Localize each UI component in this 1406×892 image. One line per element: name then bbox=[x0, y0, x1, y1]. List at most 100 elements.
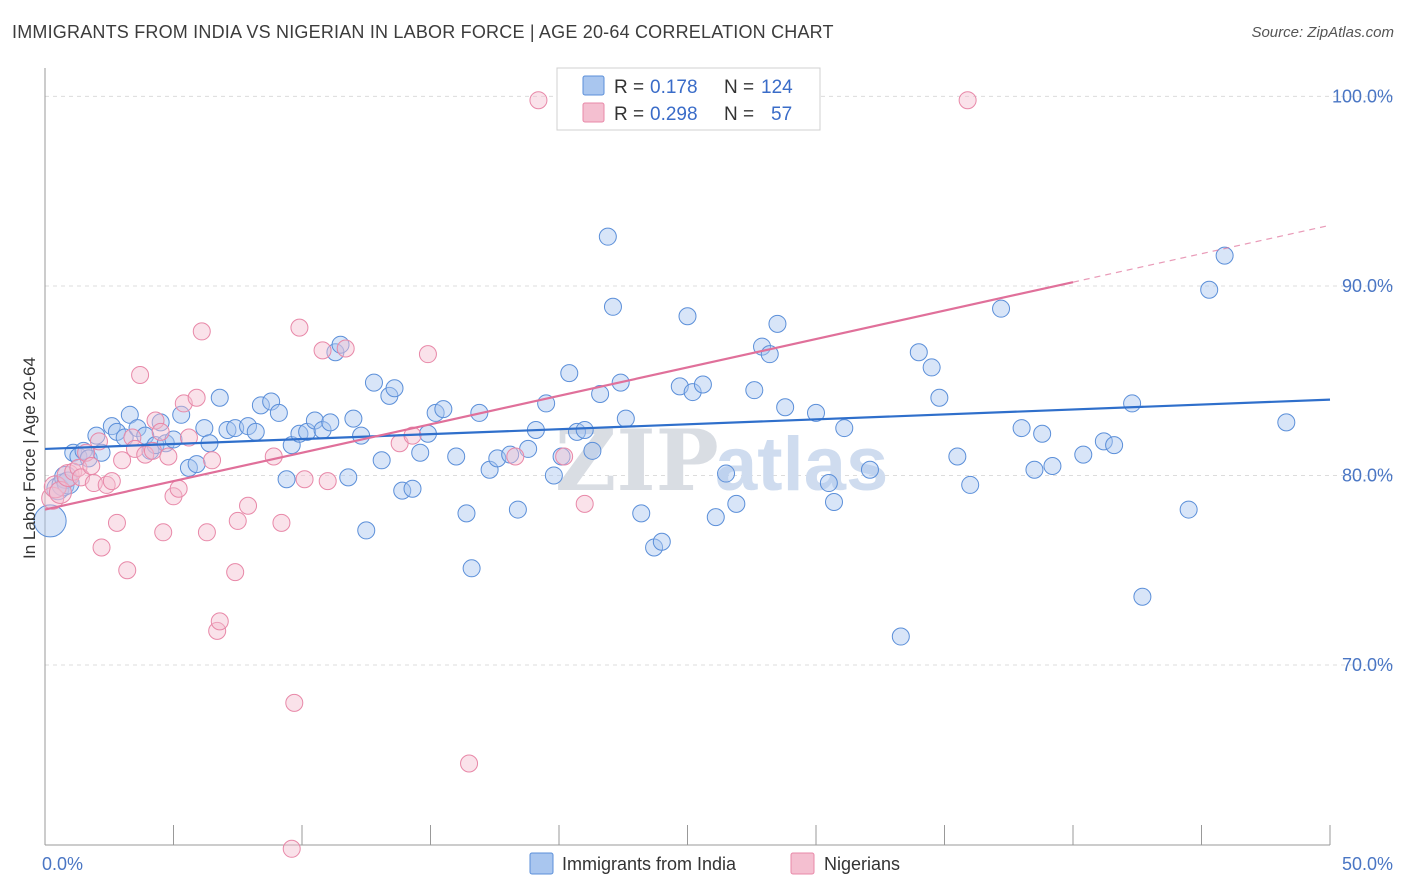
stats-legend: R = 0.178 N = 124 R = 0.298 N = 57 bbox=[556, 67, 821, 131]
axes bbox=[44, 68, 1331, 846]
data-point bbox=[560, 364, 579, 383]
data-point bbox=[1179, 500, 1198, 519]
data-point bbox=[948, 447, 967, 466]
data-point bbox=[246, 422, 265, 441]
data-point bbox=[339, 468, 358, 487]
legend-r-value-india: 0.178 bbox=[650, 77, 698, 98]
data-point bbox=[575, 420, 594, 439]
y-tick-labels: 70.0% 80.0% 90.0% 100.0% bbox=[1332, 86, 1393, 675]
data-point bbox=[192, 322, 211, 341]
data-point bbox=[187, 388, 206, 407]
data-point bbox=[575, 494, 594, 513]
data-point bbox=[151, 422, 170, 441]
data-point bbox=[210, 388, 229, 407]
legend-r-label-nigerians: R = bbox=[614, 104, 644, 125]
legend-swatch-nigerians bbox=[582, 102, 605, 123]
trend-line-nigerians-extension bbox=[1072, 224, 1331, 283]
series-india-points bbox=[33, 227, 1296, 646]
data-point bbox=[961, 475, 980, 494]
data-point bbox=[824, 492, 843, 511]
legend-swatch-india bbox=[582, 75, 605, 96]
data-point bbox=[616, 409, 635, 428]
data-point bbox=[930, 388, 949, 407]
data-point bbox=[1105, 436, 1124, 455]
data-point bbox=[1074, 445, 1093, 464]
data-point bbox=[1277, 413, 1296, 432]
bottom-legend-swatch-nigerians bbox=[790, 852, 815, 875]
data-point bbox=[118, 561, 137, 580]
data-point bbox=[321, 413, 340, 432]
data-point bbox=[447, 447, 466, 466]
data-point bbox=[598, 227, 617, 246]
data-point bbox=[958, 91, 977, 110]
data-point bbox=[434, 400, 453, 419]
data-point bbox=[344, 409, 363, 428]
legend-n-value-nigerians: 57 bbox=[771, 104, 792, 125]
data-point bbox=[187, 455, 206, 474]
data-point bbox=[56, 471, 80, 495]
data-point bbox=[403, 479, 422, 498]
data-point bbox=[277, 470, 296, 489]
x-tick-labels: 0.0% 50.0% bbox=[42, 854, 1393, 874]
data-point bbox=[506, 447, 525, 466]
data-point bbox=[1025, 460, 1044, 479]
data-point bbox=[228, 511, 247, 530]
data-point bbox=[1200, 280, 1219, 299]
data-point bbox=[819, 474, 838, 493]
data-point bbox=[197, 523, 216, 542]
data-point bbox=[120, 405, 139, 424]
data-point bbox=[159, 447, 178, 466]
data-point bbox=[727, 494, 746, 513]
data-point bbox=[239, 496, 258, 515]
data-point bbox=[179, 428, 198, 447]
data-point bbox=[706, 508, 725, 527]
data-point bbox=[1043, 456, 1062, 475]
data-point bbox=[313, 341, 332, 360]
y-tick-label: 70.0% bbox=[1342, 655, 1393, 675]
legend-r-value-nigerians: 0.298 bbox=[650, 104, 698, 125]
data-point bbox=[632, 504, 651, 523]
data-point bbox=[776, 398, 795, 417]
y-tick-label: 100.0% bbox=[1332, 86, 1393, 106]
data-point bbox=[107, 513, 126, 532]
data-point bbox=[544, 466, 563, 485]
bottom-legend-swatch-india bbox=[529, 852, 554, 875]
data-point bbox=[295, 470, 314, 489]
data-point bbox=[251, 396, 270, 415]
data-point bbox=[154, 523, 173, 542]
data-point bbox=[285, 693, 304, 712]
data-point bbox=[364, 373, 383, 392]
data-point bbox=[457, 504, 476, 523]
data-point bbox=[583, 441, 602, 460]
source-label: Source: ZipAtlas.com bbox=[1251, 24, 1394, 41]
data-point bbox=[835, 419, 854, 438]
data-point bbox=[1133, 587, 1152, 606]
data-point bbox=[1094, 432, 1113, 451]
data-point bbox=[357, 521, 376, 540]
bottom-legend-label-nigerians: Nigerians bbox=[824, 854, 900, 874]
data-point bbox=[92, 538, 111, 557]
data-point bbox=[131, 366, 150, 385]
y-axis-label: In Labor Force | Age 20-64 bbox=[20, 357, 39, 559]
data-point bbox=[218, 420, 237, 439]
y-tick-label: 90.0% bbox=[1342, 276, 1393, 296]
data-point bbox=[372, 451, 391, 470]
x-tick-label: 50.0% bbox=[1342, 854, 1393, 874]
data-point bbox=[282, 839, 301, 858]
data-point bbox=[102, 417, 121, 436]
data-point bbox=[922, 358, 941, 377]
data-point bbox=[318, 472, 337, 491]
series-legend: Immigrants from India Nigerians bbox=[529, 852, 900, 875]
data-point bbox=[462, 559, 481, 578]
data-point bbox=[418, 345, 437, 364]
data-point bbox=[113, 451, 132, 470]
data-point bbox=[1123, 394, 1142, 413]
trend-lines bbox=[44, 224, 1331, 511]
data-point bbox=[678, 307, 697, 326]
data-point bbox=[603, 297, 622, 316]
data-point bbox=[591, 384, 610, 403]
watermark-atlas: atlas bbox=[715, 422, 888, 507]
data-point bbox=[195, 419, 214, 438]
chart-title: IMMIGRANTS FROM INDIA VS NIGERIAN IN LAB… bbox=[12, 22, 834, 42]
